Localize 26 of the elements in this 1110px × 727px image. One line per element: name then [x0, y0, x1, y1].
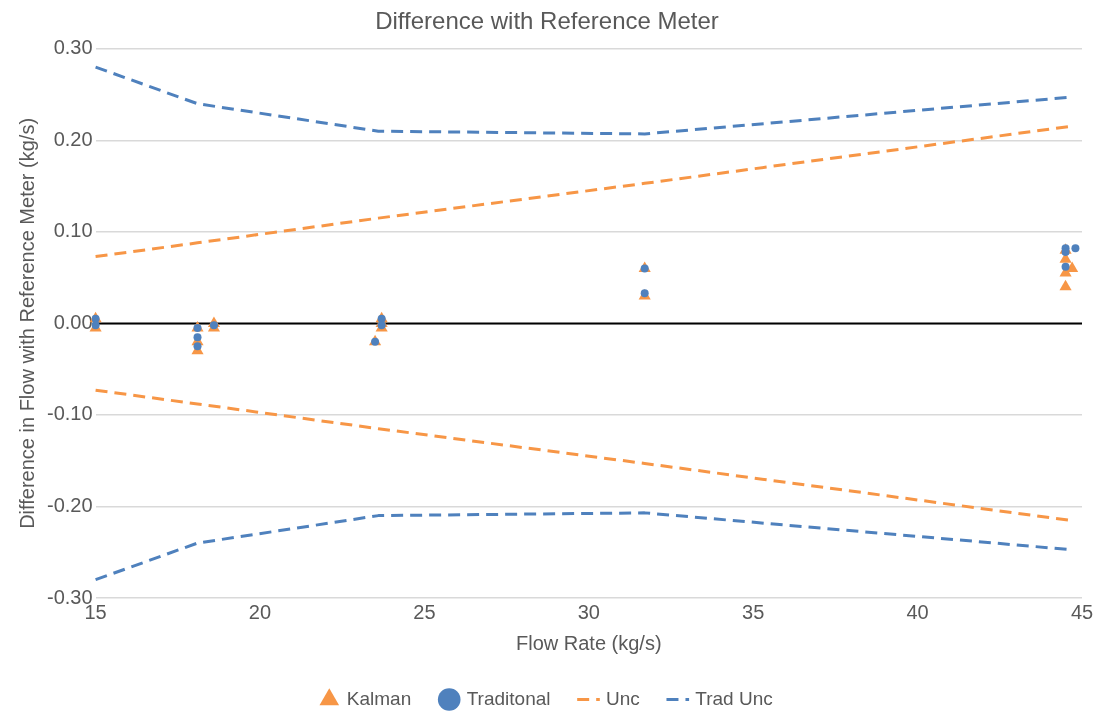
y-tick-label: 0.20: [53, 127, 93, 150]
point: [1061, 262, 1070, 271]
point: [193, 333, 202, 342]
x-tick-label: 40: [906, 600, 929, 623]
legend-label: Kalman: [346, 687, 412, 709]
y-axis-title: Difference in Flow with Reference Meter (kg/s): [15, 117, 38, 529]
y-tick-label: -0.10: [46, 402, 93, 425]
x-tick-label: 45: [1070, 600, 1094, 623]
x-tick-label: 20: [248, 600, 272, 623]
y-tick-label: 0.30: [53, 36, 93, 59]
legend-label: Unc: [605, 687, 640, 709]
point: [1071, 244, 1080, 253]
x-axis-title: Flow Rate (kg/s): [516, 631, 662, 654]
point: [193, 342, 202, 351]
y-tick-label: 0.00: [53, 310, 93, 333]
line-series: [94, 388, 1071, 522]
x-tick-label: 25: [413, 600, 436, 623]
line-series: [94, 125, 1071, 259]
point: [1059, 279, 1072, 291]
x-tick-label: 30: [577, 600, 600, 623]
y-tick-label: -0.20: [46, 493, 93, 516]
x-tick-label: 35: [742, 600, 765, 623]
legend-label: Trad Unc: [695, 687, 773, 709]
chart-title: Difference with Reference Meter: [375, 7, 719, 35]
legend-label: Traditonal: [466, 687, 551, 709]
y-tick-label: 0.10: [53, 219, 93, 242]
